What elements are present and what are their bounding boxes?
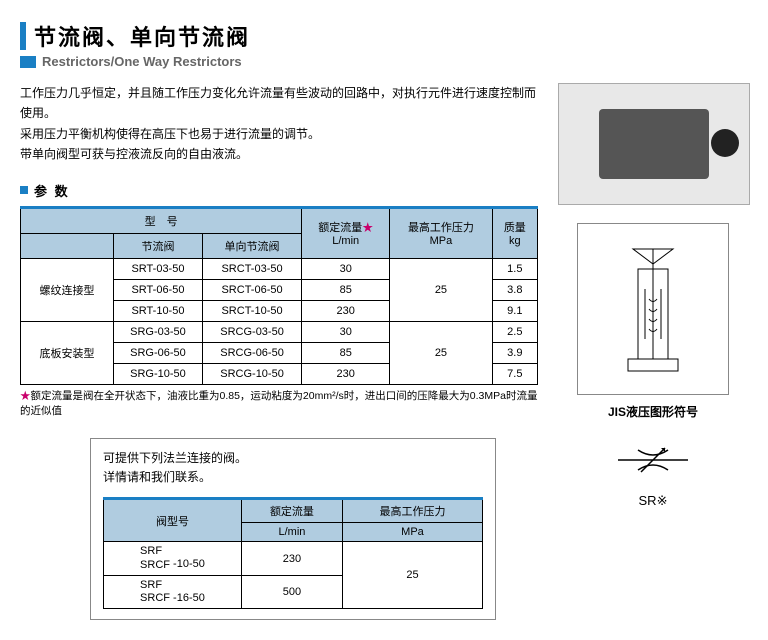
weight-cell: 9.1 [492, 300, 537, 321]
desc-line: 带单向阀型可获与控液流反向的自由液流。 [20, 144, 538, 164]
spec-cell: SRG-10-50 [114, 363, 203, 384]
spec-cell: 85 [302, 279, 390, 300]
th-pressure-text: 最高工作压力 [408, 222, 474, 234]
flange-flow-cell: 500 [241, 575, 342, 608]
subtitle-accent-bar [20, 56, 36, 68]
desc-line: 采用压力平衡机构使得在高压下也易于进行流量的调节。 [20, 124, 538, 144]
spec-table: 型 号 额定流量★ L/min 最高工作压力 MPa 质量 kg 节流阀 单向节… [20, 206, 538, 385]
spec-cell: SRCT-10-50 [202, 300, 301, 321]
th-restrictor: 节流阀 [114, 233, 203, 258]
description-block: 工作压力几乎恒定，并且随工作压力变化允许流量有些波动的回路中，对执行元件进行速度… [20, 83, 538, 165]
flange-line: 可提供下列法兰连接的阀。 [103, 449, 483, 468]
spec-cell: SRT-03-50 [114, 258, 203, 279]
flange-pressure-cell: 25 [342, 542, 482, 609]
th-weight: 质量 kg [492, 207, 537, 258]
spec-cell: 230 [302, 363, 390, 384]
category-cell: 螺纹连接型 [21, 258, 114, 321]
spec-cell: 230 [302, 300, 390, 321]
diagram-label: JIS液压图形符号 [558, 403, 748, 420]
th-weight-text: 质量 [504, 222, 526, 234]
weight-cell: 3.8 [492, 279, 537, 300]
pressure-cell: 25 [390, 258, 492, 321]
th-oneway: 单向节流阀 [202, 233, 301, 258]
spec-cell: SRCG-10-50 [202, 363, 301, 384]
th-flow-unit: L/min [332, 235, 359, 247]
spec-cell: 85 [302, 342, 390, 363]
spec-cell: SRCG-06-50 [202, 342, 301, 363]
spec-cell: SRCT-06-50 [202, 279, 301, 300]
spec-cell: SRCT-03-50 [202, 258, 301, 279]
flange-info-box: 可提供下列法兰连接的阀。 详情请和我们联系。 阀型号 额定流量 最高工作压力 L… [90, 438, 496, 620]
flange-model-cell: SRFSRCF -16-50 [104, 575, 242, 608]
page-title: 节流阀、单向节流阀 [34, 20, 250, 52]
weight-cell: 2.5 [492, 321, 537, 342]
footnote: ★额定流量是阀在全开状态下，油液比重为0.85，运动粘度为20mm²/s时，进出… [20, 389, 538, 421]
note-text: 额定流量是阀在全开状态下，油液比重为0.85，运动粘度为20mm²/s时，进出口… [20, 390, 537, 418]
flange-line: 详情请和我们联系。 [103, 468, 483, 487]
flange-flow-cell: 230 [241, 542, 342, 575]
flange-text-block: 可提供下列法兰连接的阀。 详情请和我们联系。 [103, 449, 483, 487]
hydraulic-symbol: SR※ [558, 440, 748, 509]
symbol-label: SR※ [558, 493, 748, 509]
th-flow-text: 额定流量 [318, 222, 362, 234]
th-pressure: 最高工作压力 MPa [390, 207, 492, 258]
valve-cutaway-icon [613, 239, 693, 379]
fth-flow: 额定流量 [241, 499, 342, 523]
th-model: 型 号 [21, 207, 302, 233]
restrictor-symbol-icon [613, 440, 693, 480]
fth-pressure-unit: MPa [342, 523, 482, 542]
spec-cell: 30 [302, 258, 390, 279]
page-subtitle: Restrictors/One Way Restrictors [42, 54, 242, 69]
th-blank [21, 233, 114, 258]
valve-knob-shape [711, 129, 739, 157]
fth-flow-unit: L/min [241, 523, 342, 542]
valve-body-shape [599, 109, 709, 179]
pressure-cell: 25 [390, 321, 492, 384]
note-star-icon: ★ [20, 390, 31, 402]
th-flow: 额定流量★ L/min [302, 207, 390, 258]
weight-cell: 1.5 [492, 258, 537, 279]
desc-line: 工作压力几乎恒定，并且随工作压力变化允许流量有些波动的回路中，对执行元件进行速度… [20, 83, 538, 124]
params-label: 参 数 [34, 181, 70, 200]
weight-cell: 3.9 [492, 342, 537, 363]
flow-star-icon: ★ [362, 222, 373, 234]
square-bullet-icon [20, 186, 28, 194]
spec-cell: 30 [302, 321, 390, 342]
spec-cell: SRG-03-50 [114, 321, 203, 342]
product-photo [558, 83, 750, 205]
fth-pressure: 最高工作压力 [342, 499, 482, 523]
spec-cell: SRT-06-50 [114, 279, 203, 300]
th-pressure-unit: MPa [430, 235, 453, 247]
spec-cell: SRT-10-50 [114, 300, 203, 321]
th-weight-unit: kg [509, 235, 521, 247]
cross-section-diagram [577, 223, 729, 395]
subtitle-row: Restrictors/One Way Restrictors [20, 54, 748, 69]
title-accent-bar [20, 22, 26, 50]
spec-cell: SRCG-03-50 [202, 321, 301, 342]
category-cell: 底板安装型 [21, 321, 114, 384]
spec-cell: SRG-06-50 [114, 342, 203, 363]
params-heading: 参 数 [20, 181, 538, 200]
page-title-row: 节流阀、单向节流阀 [20, 20, 748, 52]
flange-table: 阀型号 额定流量 最高工作压力 L/min MPa SRFSRCF -10-50… [103, 497, 483, 609]
weight-cell: 7.5 [492, 363, 537, 384]
fth-model: 阀型号 [104, 499, 242, 542]
flange-model-cell: SRFSRCF -10-50 [104, 542, 242, 575]
